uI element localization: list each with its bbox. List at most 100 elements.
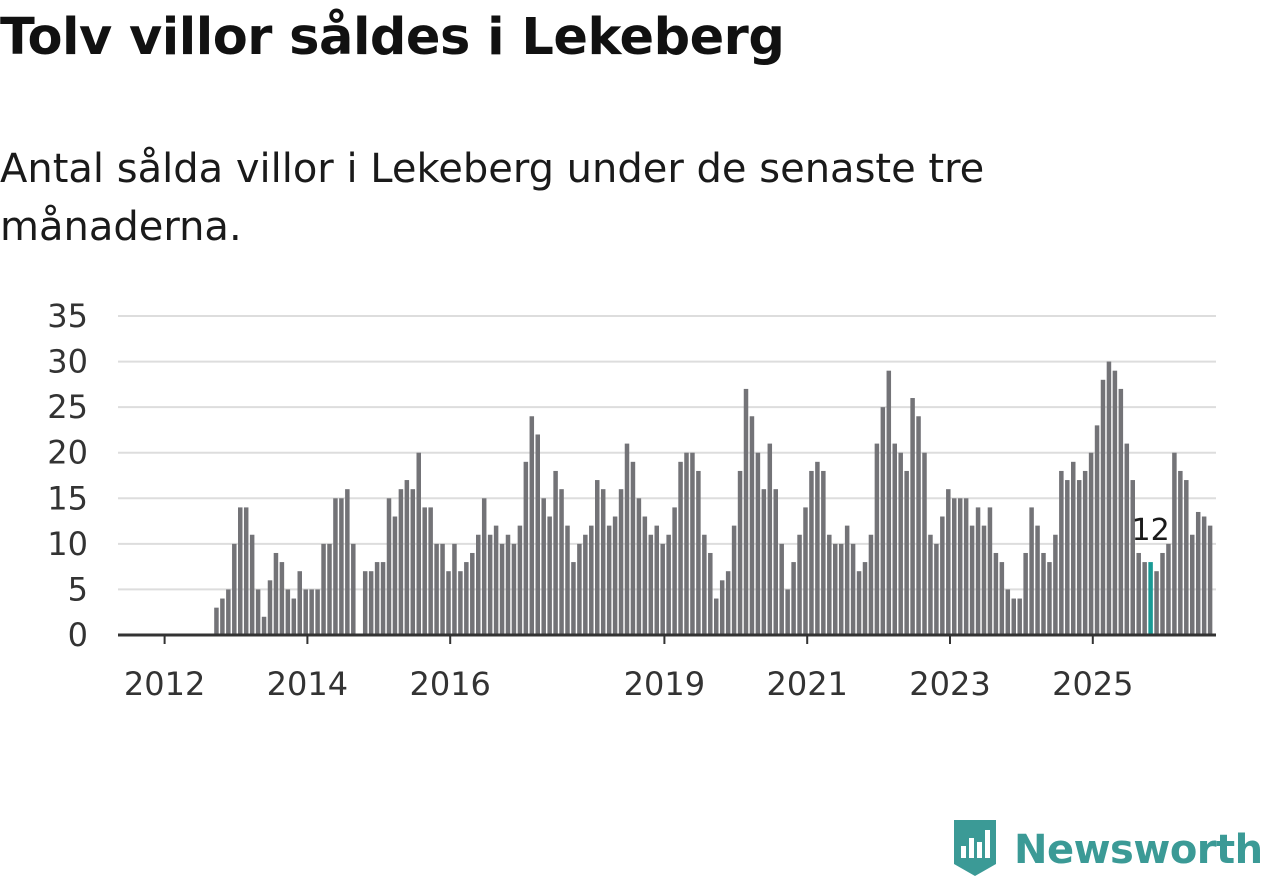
x-tick-label: 2021 [766,665,847,703]
bar [226,589,231,635]
bar [374,562,380,635]
axes [118,633,1216,644]
bar [785,589,790,635]
y-tick-label: 5 [68,570,88,608]
bar [446,571,451,635]
bar [844,525,850,635]
bar [1023,552,1028,635]
y-tick-label: 25 [47,388,88,426]
bar [1082,470,1088,635]
bar [642,516,648,635]
bar [612,516,618,635]
bar [321,543,326,635]
highlight-data-label: 12 [1132,513,1170,548]
bar [351,543,356,635]
bar [267,580,273,635]
bar [773,489,778,635]
bar [957,498,963,635]
bar [499,543,505,635]
x-tick-label: 2016 [409,665,490,703]
bar [214,607,219,635]
bar [1094,425,1100,635]
x-tick-label: 2014 [267,665,348,703]
bar [577,543,582,635]
bar [589,525,594,635]
bar [743,388,749,635]
bar [797,534,802,635]
bar [1088,452,1094,635]
bar [476,534,481,635]
bar [1017,598,1022,635]
bar [838,543,844,635]
bar [535,434,540,635]
bar [416,452,421,635]
bar [999,562,1005,635]
bar [505,534,511,635]
bar [1029,507,1034,635]
brand-logo: Newsworthy [950,818,1262,882]
x-tick-label: 2025 [1052,665,1133,703]
bar [714,598,719,635]
bar [874,443,880,635]
bar [541,498,546,635]
bar [922,452,927,635]
bar [779,543,784,635]
bar [368,571,374,635]
bar [238,507,243,635]
bar [809,470,814,635]
bar [850,543,856,635]
bar [916,416,921,635]
bar [404,480,410,635]
bar [297,571,302,635]
x-tick-label: 2012 [124,665,205,703]
bar [481,498,487,635]
bar [1124,443,1130,635]
bar [678,461,683,635]
bar-highlight [1148,562,1153,635]
bar [249,534,255,635]
bar [386,498,392,635]
bar [428,507,433,635]
bar [636,498,642,635]
bar [737,470,743,635]
bar [303,589,308,635]
bar [452,543,457,635]
bar [1154,571,1159,635]
bar [946,489,951,635]
y-tick-label: 35 [47,297,88,335]
bar [493,525,499,635]
bar [690,452,695,635]
bar [892,443,897,635]
bar [362,571,368,635]
y-tick-label: 30 [47,343,88,381]
bar [1100,379,1106,635]
bar [862,562,868,635]
bar [1160,552,1165,635]
bar [666,534,671,635]
bar [464,562,469,635]
bar [1142,562,1147,635]
bar [291,598,297,635]
bar [1053,534,1058,635]
bar [1106,361,1112,635]
bar [523,461,529,635]
bar [1059,470,1064,635]
bar [243,507,249,635]
bar [886,370,892,635]
bar [1195,511,1201,635]
bar [719,580,725,635]
bar [315,589,320,635]
bar [261,616,267,635]
bar [1184,480,1189,635]
bar [1178,470,1183,635]
bar [255,589,261,635]
bar [731,525,737,635]
bar [648,534,654,635]
bar [392,516,398,635]
bar [470,552,475,635]
bar [1041,552,1046,635]
brand-name: Newsworthy [1014,827,1262,873]
bar [1190,534,1195,635]
bar [553,470,558,635]
